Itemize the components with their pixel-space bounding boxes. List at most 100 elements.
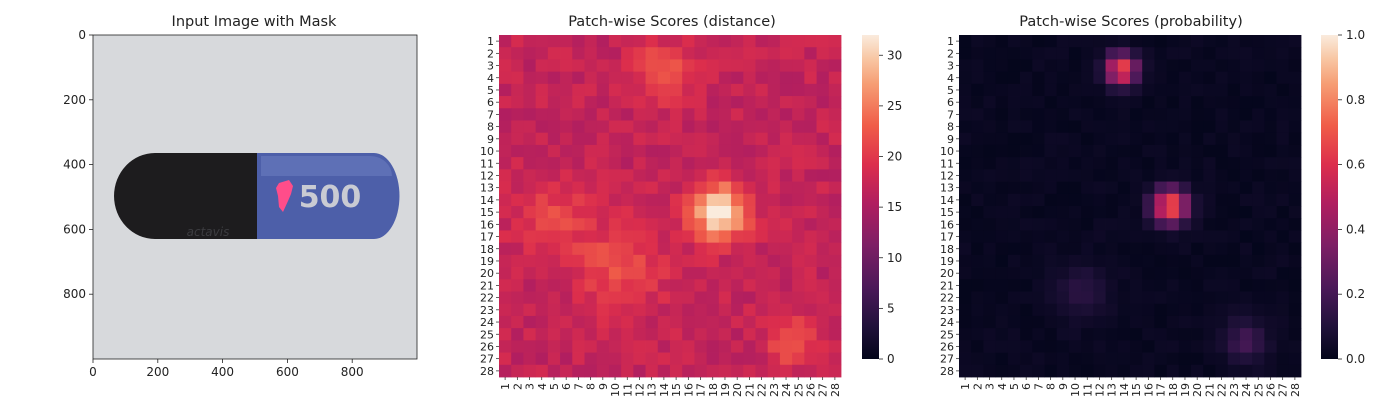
heatmap-cell [608,328,622,341]
heatmap-cell [1191,144,1204,158]
heatmap-cell [971,315,984,329]
col-tick-label: 11 [1081,383,1094,397]
heatmap-cell [1166,328,1180,341]
col-tick-label: 6 [560,383,573,390]
heatmap-cell [983,71,997,85]
heatmap-cell [535,59,549,73]
heatmap-cell [816,35,830,48]
heatmap-cell [584,193,598,207]
heatmap-cell [983,303,997,317]
heatmap-cell [608,315,622,329]
heatmap-cell [633,242,646,256]
heatmap-cell [645,193,659,207]
heatmap-cell [1264,71,1277,85]
heatmap-cell [1215,108,1229,121]
heatmap-cell [779,254,793,268]
heatmap-cell [1227,47,1241,60]
heatmap-cell [1252,193,1265,207]
heatmap-cell [804,279,817,292]
heatmap-cell [1068,193,1082,207]
heatmap-cell [828,267,842,280]
heatmap-cell [828,181,842,195]
heatmap-cell [694,47,708,60]
heatmap-cell [1227,303,1241,317]
heatmap-cell [547,132,561,146]
col-tick-label: 14 [658,383,671,397]
col-tick-label: 2 [971,383,984,390]
row-tick-label: 28 [940,365,954,378]
heatmap-cell [1056,364,1070,378]
heatmap-cell [1264,315,1277,329]
heatmap-cell [1032,352,1045,366]
heatmap-cell [682,47,695,60]
heatmap-cell [1007,267,1021,280]
row-tick-label: 26 [480,340,494,353]
heatmap-cell [682,230,695,244]
heatmap-cell [572,108,585,121]
distance-heatmap-panel: Patch-wise Scores (distance) 12345678910… [480,14,902,397]
heatmap-cell [995,132,1009,146]
heatmap-cell [1007,364,1021,378]
heatmap-cell [645,132,659,146]
heatmap-cell [1203,83,1216,97]
heatmap-cell [1252,120,1265,134]
probability-row-labels: 1234567891011121314151617181920212223242… [940,35,959,378]
heatmap-cell [547,303,561,317]
heatmap-cell [1068,230,1082,244]
heatmap-cell [645,59,659,73]
col-tick-label: 18 [1167,383,1180,397]
heatmap-cell [1215,193,1229,207]
heatmap-cell [657,230,671,244]
heatmap-cell [971,96,984,109]
heatmap-cell [1191,303,1204,317]
heatmap-cell [995,340,1009,353]
heatmap-cell [1276,144,1290,158]
heatmap-cell [499,206,512,219]
heatmap-cell [828,47,842,60]
heatmap-cell [804,315,817,329]
heatmap-cell [706,303,720,317]
heatmap-cell [523,291,537,305]
heatmap-cell [1105,169,1119,182]
heatmap-cell [608,193,622,207]
row-tick-label: 18 [940,243,954,256]
heatmap-cell [511,328,524,341]
heatmap-cell [816,108,830,121]
heatmap-cell [1203,352,1216,366]
heatmap-cell [682,242,695,256]
heatmap-cell [816,59,830,73]
row-tick-label: 13 [940,182,954,195]
heatmap-cell [995,35,1009,48]
heatmap-cell [1056,340,1070,353]
heatmap-cell [1105,291,1119,305]
heatmap-cell [1276,132,1290,146]
heatmap-cell [792,169,805,182]
heatmap-cell [584,71,598,85]
heatmap-cell [1056,120,1070,134]
heatmap-cell [1020,108,1033,121]
heatmap-cell [995,181,1009,195]
heatmap-cell [1117,328,1131,341]
heatmap-cell [633,364,646,378]
heatmap-cell [1215,132,1229,146]
heatmap-cell [1117,71,1131,85]
colorbar-tick-label: 0.4 [1346,222,1365,236]
heatmap-cell [1044,315,1058,329]
heatmap-cell [983,206,997,219]
heatmap-cell [959,254,972,268]
heatmap-cell [523,328,537,341]
heatmap-cell [731,352,744,366]
heatmap-cell [743,352,756,366]
heatmap-cell [1252,47,1265,60]
heatmap-cell [572,364,585,378]
heatmap-cell [1007,242,1021,256]
heatmap-cell [767,120,781,134]
col-tick-label: 9 [1057,383,1070,390]
heatmap-cell [816,132,830,146]
heatmap-cell [1203,181,1216,195]
heatmap-cell [816,279,830,292]
heatmap-cell [792,108,805,121]
heatmap-cell [1044,132,1058,146]
col-tick-label: 10 [1069,383,1082,397]
heatmap-cell [621,279,634,292]
